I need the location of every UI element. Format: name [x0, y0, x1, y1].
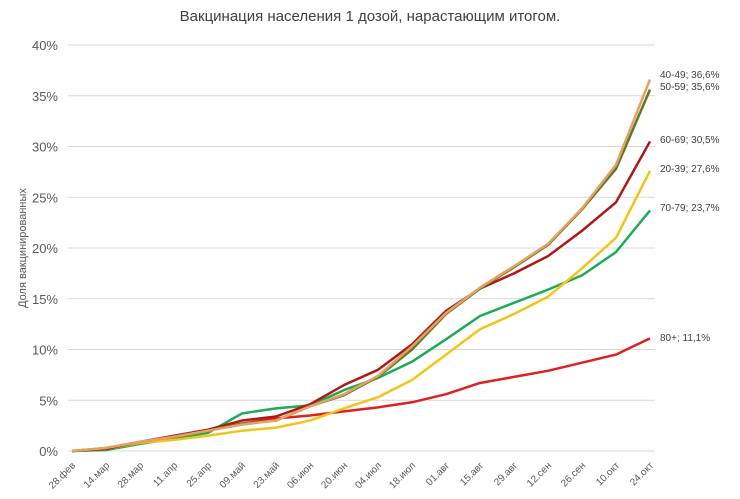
y-tick-label: 40% — [32, 38, 58, 53]
y-tick-label: 15% — [32, 292, 58, 307]
series-end-label: 60-69; 30,5% — [660, 135, 720, 146]
x-tick-label: 06.июн — [285, 460, 316, 491]
x-tick-label: 29.авг — [492, 460, 520, 488]
y-tick-label: 30% — [32, 140, 58, 155]
x-tick-label: 23.май — [252, 460, 282, 490]
chart-title: Вакцинация населения 1 дозой, нарастающи… — [179, 8, 561, 25]
series-end-label: 70-79; 23,7% — [660, 203, 720, 214]
x-tick-label: 15.авг — [458, 460, 486, 488]
x-tick-label: 28.фев — [46, 460, 78, 492]
series-end-label: 40-49; 36,6% — [660, 70, 720, 81]
x-tick-label: 10.окт — [594, 460, 622, 488]
series-end-label: 80+; 11,1% — [660, 333, 710, 344]
x-tick-label: 04.июл — [353, 460, 384, 491]
series-line-50-59 — [71, 89, 652, 453]
y-tick-label: 0% — [39, 444, 58, 459]
series-line-70-79 — [71, 209, 651, 453]
x-tick-label: 01.авг — [424, 460, 452, 488]
x-tick-label: 18.июл — [387, 460, 418, 491]
y-tick-label: 10% — [32, 343, 58, 358]
x-tick-label: 09.май — [218, 460, 248, 490]
series-line-80+ — [71, 337, 651, 453]
x-tick-label: 25.апр — [185, 460, 215, 490]
x-tick-label: 11.апр — [151, 460, 180, 489]
series-line-20-39 — [71, 170, 652, 453]
y-tick-label: 5% — [39, 393, 58, 408]
y-tick-label: 25% — [32, 190, 58, 205]
x-tick-label: 12.сен — [525, 460, 554, 489]
y-axis-label: Доля вакцинированных — [17, 188, 29, 308]
x-tick-label: 26.сен — [559, 460, 588, 489]
x-tick-label: 14.мар — [82, 460, 113, 491]
x-tick-label: 20.июн — [319, 460, 350, 491]
x-tick-label: 24.окт — [628, 460, 656, 488]
series-line-60-69 — [71, 140, 652, 453]
series-line-40-49 — [71, 79, 652, 453]
series-end-label: 50-59; 35,6% — [660, 82, 720, 93]
y-tick-label: 35% — [32, 89, 58, 104]
x-tick-label: 28.мар — [116, 460, 147, 491]
series-end-label: 20-39; 27,6% — [660, 164, 720, 175]
y-tick-label: 20% — [32, 241, 58, 256]
